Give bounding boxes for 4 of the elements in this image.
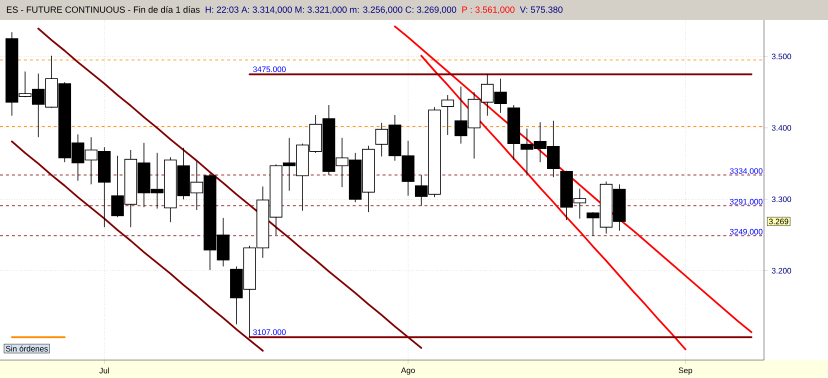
text: P : 3.561,000 [462,6,515,14]
text: V: 575.380 [520,6,563,13]
chart-subtitle: H: 22:03 A: 3.314,000 M: 3.321,000 m: 3.256,000 C: 3.269,000 [206,6,456,14]
chart-title: ES - FUTURE CONTINUOUS - Fin de día 1 días [6,6,200,13]
